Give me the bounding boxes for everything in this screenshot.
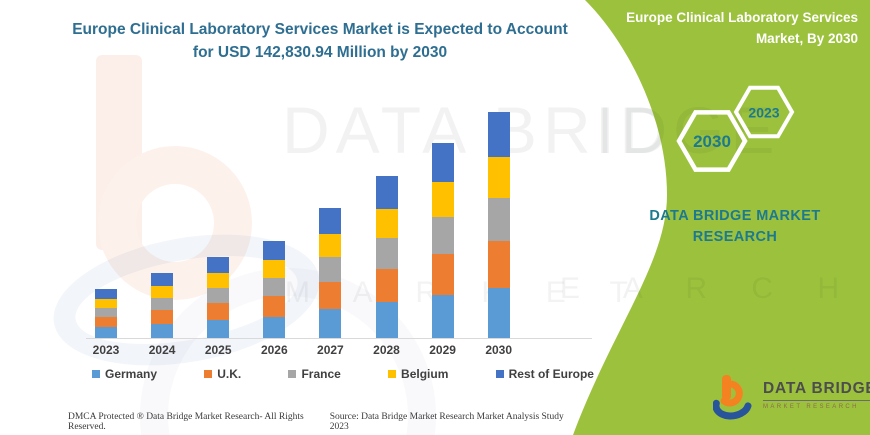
legend-item-belgium: Belgium	[388, 367, 448, 381]
bar-segment-u-k-	[263, 296, 286, 317]
bar-segment-germany	[319, 309, 342, 338]
bar-segment-germany	[151, 323, 174, 338]
databridge-logo-name: DATA BRIDGE	[763, 380, 870, 401]
bar-segment-rest-of-europe	[263, 240, 286, 261]
bar-segment-belgium	[375, 208, 398, 238]
bar-segment-germany	[207, 320, 230, 338]
chart-title: Europe Clinical Laboratory Services Mark…	[70, 18, 570, 65]
legend-label: Belgium	[401, 367, 449, 381]
stacked-bar-2030	[487, 111, 510, 338]
bar-segment-germany	[487, 288, 510, 338]
legend-swatch	[204, 370, 213, 378]
bar-segment-france	[431, 217, 454, 255]
footer-source-text: Source: Data Bridge Market Research Mark…	[329, 412, 564, 432]
brand-wordmark: DATA BRIDGE MARKET RESEARCH	[615, 206, 855, 248]
footer: DMCA Protected ® Data Bridge Market Rese…	[68, 412, 572, 432]
x-axis-label-2030: 2030	[485, 343, 513, 357]
databridge-logo-tagline: MARKET RESEARCH	[763, 404, 859, 410]
x-axis-label-2025: 2025	[204, 343, 232, 357]
bar-segment-france	[375, 237, 398, 269]
databridge-logo-icon	[713, 375, 752, 420]
bar-segment-france	[95, 307, 117, 318]
x-axis-label-2023: 2023	[92, 343, 120, 357]
bar-segment-rest-of-europe	[95, 289, 117, 300]
hexagon-2023	[733, 85, 795, 139]
brand-wordmark-line1: DATA BRIDGE MARKET	[649, 208, 821, 224]
bar-segment-belgium	[487, 157, 510, 198]
x-axis-label-2027: 2027	[317, 343, 344, 357]
footer-dmca-text: DMCA Protected ® Data Bridge Market Rese…	[68, 412, 304, 432]
databridge-logo: DATA BRIDGE MARKET RESEARCH	[713, 372, 870, 422]
bar-segment-germany	[431, 295, 454, 338]
legend-swatch	[92, 370, 100, 378]
bar-segment-rest-of-europe	[431, 142, 454, 182]
bar-segment-u-k-	[319, 281, 342, 310]
bar-segment-belgium	[263, 260, 286, 278]
brand-wordmark-line2: RESEARCH	[692, 229, 778, 246]
legend-label: Rest of Europe	[508, 367, 594, 381]
bar-segment-germany	[263, 316, 286, 338]
x-axis-line	[86, 338, 592, 339]
legend-label: U.K.	[217, 367, 242, 381]
bar-segment-belgium	[207, 273, 230, 288]
bar-segment-france	[319, 257, 342, 282]
x-axis-label-2026: 2026	[260, 343, 288, 357]
legend-label: Germany	[105, 367, 158, 381]
brand-panel-background	[573, 0, 870, 435]
stacked-bar-2029	[431, 142, 454, 338]
bar-segment-u-k-	[431, 254, 454, 296]
legend-item-germany: Germany	[92, 367, 157, 381]
bar-segment-germany	[95, 327, 117, 338]
bar-segment-belgium	[95, 299, 117, 308]
stacked-bar-2026	[263, 240, 286, 338]
bar-segment-u-k-	[487, 240, 510, 289]
stacked-bar-2025	[207, 256, 230, 338]
bar-segment-u-k-	[207, 303, 230, 321]
bar-segment-rest-of-europe	[151, 272, 174, 286]
hexagon-2023-label: 2023	[748, 105, 779, 121]
bar-segment-france	[263, 277, 286, 297]
stacked-bar-2027	[319, 207, 342, 338]
bar-segment-rest-of-europe	[319, 207, 342, 234]
legend-swatch	[495, 370, 504, 378]
bar-segment-belgium	[151, 285, 174, 298]
x-axis-label-2029: 2029	[429, 343, 456, 357]
year-hexagons: 2023 2030	[676, 85, 795, 172]
chart-title-line2: for USD 142,830.94 Million by 2030	[192, 44, 448, 62]
x-axis-label-2028: 2028	[373, 343, 400, 357]
stacked-bar-2024	[151, 272, 174, 338]
bar-segment-u-k-	[375, 268, 398, 303]
hexagon-2030	[676, 110, 748, 172]
bar-segment-rest-of-europe	[487, 111, 510, 158]
chart-legend: Germany U.K. France Belgium Rest of Europe	[92, 367, 594, 381]
bar-segment-germany	[375, 302, 398, 338]
bar-segment-france	[487, 197, 510, 241]
stacked-bar-2023	[95, 289, 117, 338]
bar-segment-belgium	[431, 181, 454, 218]
stacked-bar-2028	[375, 176, 398, 338]
panel-heading: Europe Clinical Laboratory Services Mark…	[626, 10, 858, 46]
bar-segment-belgium	[319, 233, 342, 258]
panel-watermark-line2: E A R C H	[560, 272, 858, 305]
legend-item-u-k-: U.K.	[204, 367, 241, 381]
bar-segment-u-k-	[95, 317, 117, 328]
chart-title-line1: Europe Clinical Laboratory Services Mark…	[72, 21, 568, 38]
bar-segment-rest-of-europe	[375, 176, 398, 209]
bar-segment-france	[207, 287, 230, 304]
brand-panel: IDGE E A R C H Europe Clinical Laborator…	[555, 0, 870, 435]
legend-swatch	[388, 370, 397, 378]
x-axis-label-2024: 2024	[148, 343, 176, 357]
bar-segment-rest-of-europe	[207, 256, 230, 274]
databridge-logo-text: DATA BRIDGE MARKET RESEARCH	[763, 380, 870, 410]
bar-segment-france	[151, 297, 174, 311]
bar-segment-u-k-	[151, 310, 174, 324]
legend-item-france: France	[288, 367, 341, 381]
legend-item-rest-of-europe: Rest of Europe	[495, 367, 594, 381]
hexagon-2030-label: 2030	[693, 132, 731, 151]
legend-label: France	[301, 367, 341, 381]
legend-swatch	[288, 370, 297, 378]
